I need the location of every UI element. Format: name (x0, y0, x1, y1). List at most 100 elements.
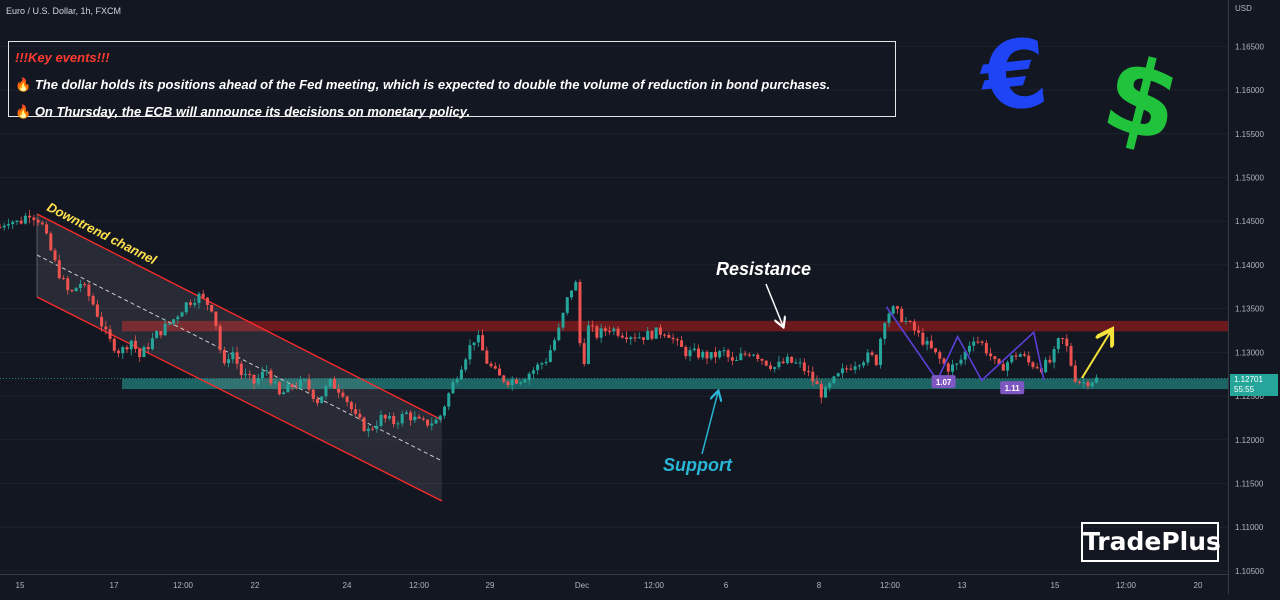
candle-body (934, 348, 938, 353)
candle-body (870, 352, 874, 355)
candle-body (773, 367, 777, 369)
time-axis[interactable]: 15 17 12:00 22 24 12:00 29 Dec 12:00 6 8 12:00 13 15 1… (0, 574, 1228, 595)
candle-body (565, 297, 569, 313)
candle-body (184, 302, 188, 313)
symbol-title[interactable]: Euro / U.S. Dollar, 1h, FXCM (6, 6, 122, 16)
candle-body (574, 281, 578, 291)
candle-body (942, 358, 946, 364)
candle-body (91, 296, 95, 305)
candle-body (756, 354, 760, 359)
candle-body (781, 361, 785, 364)
candle-body (811, 371, 815, 382)
candle-body (28, 215, 32, 218)
price-axis[interactable]: 1.16500 1.16000 1.15500 1.15000 1.14500 1.140… (1228, 0, 1280, 594)
candle-body (349, 402, 353, 410)
channel-lower-line (36, 296, 443, 502)
time-tick-label: 29 (486, 581, 495, 590)
candle-body (366, 428, 370, 432)
candle-body (972, 341, 976, 346)
candle-body (853, 366, 857, 370)
price-tick-label: 1.15500 (1235, 130, 1264, 139)
candle-body (895, 306, 899, 309)
time-axis-labels: 15 17 12:00 22 24 12:00 29 Dec 12:00 6 8 12:00 13 15 1… (16, 581, 1203, 590)
candle-body (553, 340, 557, 351)
time-tick-label: 12:00 (409, 581, 430, 590)
price-tick-label: 1.13000 (1235, 348, 1264, 357)
candle-body (193, 303, 197, 305)
price-tick-label: 1.15000 (1235, 173, 1264, 182)
candle-body (62, 278, 65, 280)
candle-body (375, 425, 379, 430)
candle-body (578, 281, 582, 344)
candle-body (328, 378, 332, 387)
candle-body (1044, 359, 1048, 373)
countdown-timer: 55:55 (1234, 385, 1255, 394)
candle-body (688, 350, 692, 357)
candle-body (735, 360, 739, 362)
candle-body (984, 342, 988, 354)
candle-body (798, 362, 802, 364)
candle-body (832, 376, 836, 384)
candle-body (1010, 355, 1014, 363)
candle-body (646, 331, 650, 340)
price-tick-label: 1.16500 (1235, 42, 1264, 51)
candle-body (83, 283, 87, 285)
candle-body (142, 346, 146, 358)
candle-body (519, 382, 523, 384)
price-tick-label: 1.12000 (1235, 436, 1264, 445)
candle-body (133, 340, 137, 349)
key-events-title: !!!Key events!!! (15, 44, 889, 71)
candle-body (997, 359, 1001, 365)
candle-body (951, 364, 954, 372)
candle-body (730, 357, 734, 361)
candle-body (256, 378, 260, 384)
candle-body (104, 326, 108, 330)
time-tick-label: 12:00 (880, 581, 901, 590)
candle-body (654, 327, 658, 339)
candle-body (692, 348, 696, 351)
candle-body (239, 363, 243, 376)
candle-body (430, 423, 434, 426)
candle-body (697, 348, 700, 358)
key-events-box: !!!Key events!!! 🔥 The dollar holds its … (8, 41, 896, 119)
candle-body (743, 353, 747, 355)
candle-body (1006, 362, 1010, 371)
candle-body (150, 338, 154, 350)
event-item: 🔥 The dollar holds its positions ahead o… (15, 71, 889, 98)
candle-body (210, 305, 214, 312)
candle-body (828, 383, 832, 388)
candle-body (760, 358, 764, 361)
candle-body (70, 290, 74, 292)
candle-body (100, 316, 104, 327)
candle-body (959, 359, 963, 364)
candle-body (807, 371, 811, 373)
candle-body (1022, 354, 1026, 356)
candle-body (794, 362, 798, 364)
candle-body (963, 351, 967, 360)
candle-body (227, 359, 231, 364)
pattern-badge (931, 375, 956, 389)
candle-body (671, 337, 675, 340)
candle-body (726, 350, 730, 358)
candle-body (993, 356, 997, 360)
candle-body (273, 382, 277, 384)
candle-body (599, 328, 603, 338)
candle-body (790, 356, 794, 363)
candle-body (866, 352, 870, 363)
candle-body (658, 327, 662, 335)
candle-body (265, 370, 269, 372)
candle-body (570, 290, 573, 298)
candle-body (675, 339, 679, 341)
candle-body (468, 345, 472, 360)
price-tick-label: 1.11000 (1235, 523, 1264, 532)
time-tick-label: 12:00 (173, 581, 194, 590)
euro-icon: € (976, 18, 1053, 135)
candle-body (379, 414, 383, 426)
candle-body (1018, 354, 1022, 357)
candle-body (235, 352, 239, 364)
candle-body (19, 220, 23, 224)
candle-body (908, 320, 912, 322)
candle-body (447, 393, 451, 407)
